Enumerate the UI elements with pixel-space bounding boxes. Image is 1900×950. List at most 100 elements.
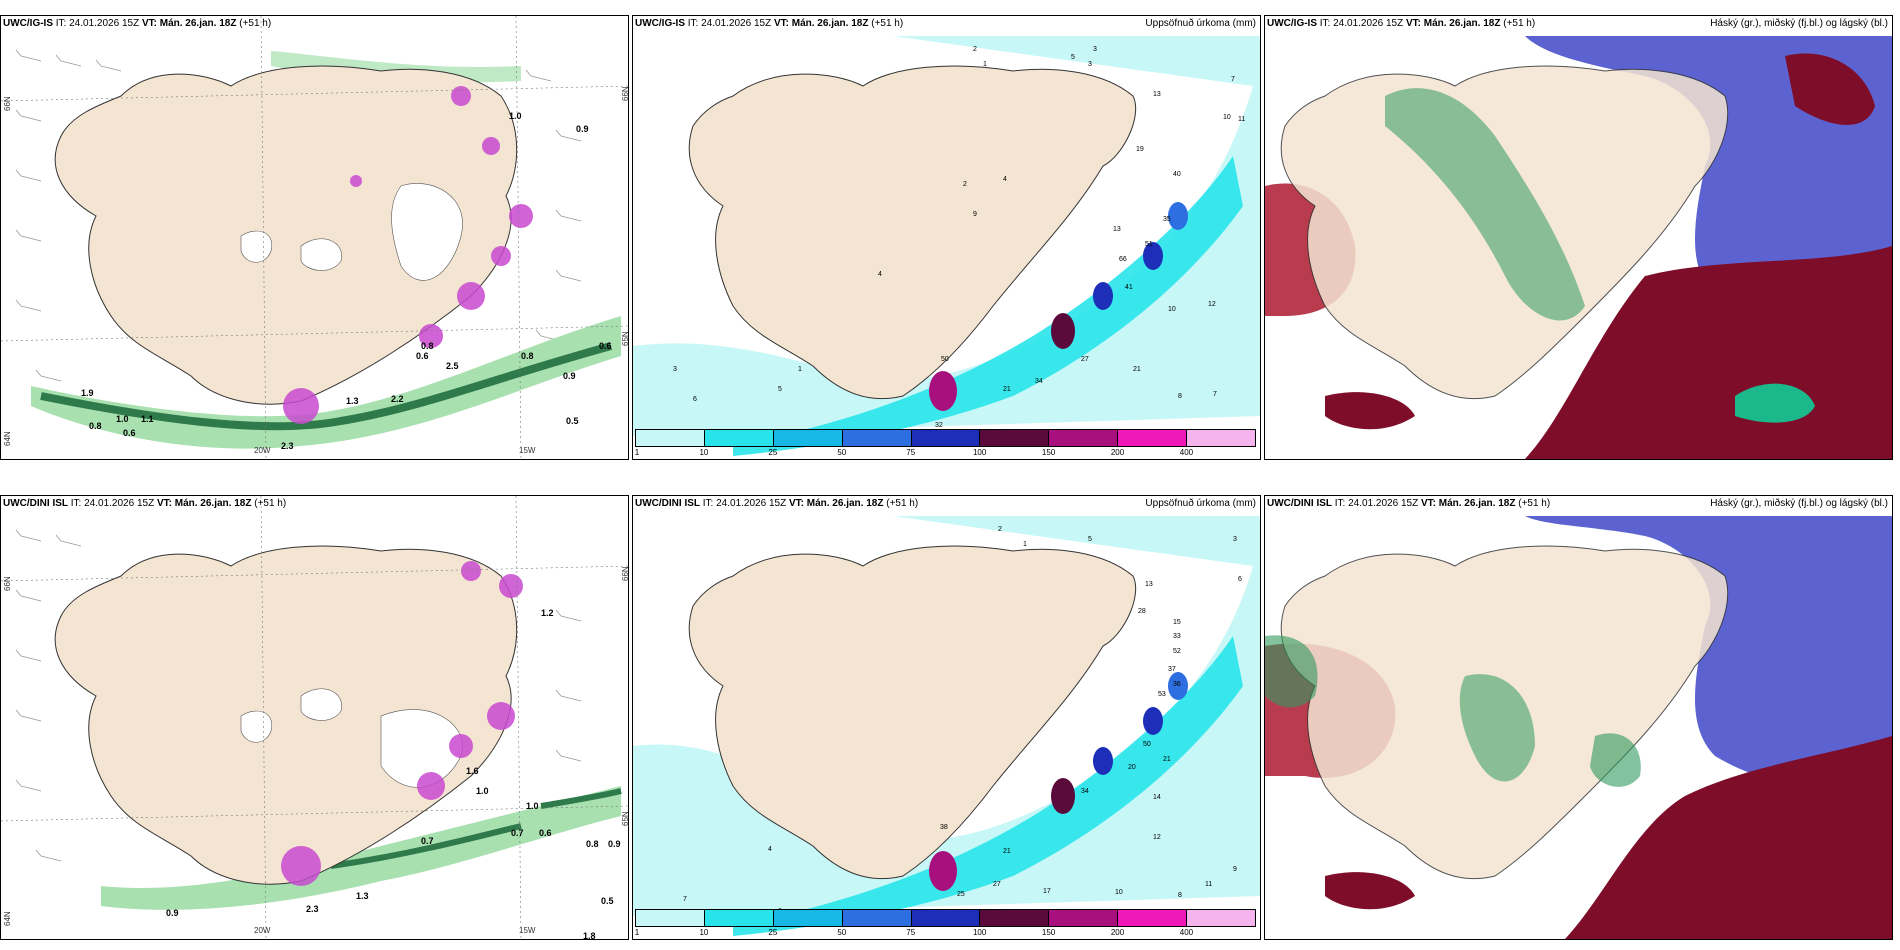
precip-value: 34: [1035, 378, 1043, 385]
precip-value: 41: [1125, 284, 1133, 291]
panel-top-right: UWC/IG-IS IT: 24.01.2026 15Z VT: Mán. 26…: [1264, 15, 1893, 460]
precip-value: 6: [693, 396, 697, 403]
iceland-land: [54, 545, 518, 885]
precip-value: 34: [1081, 788, 1089, 795]
precip-value: 11: [1238, 116, 1246, 123]
legend-swatch: [1049, 430, 1119, 446]
value-label: 2.3: [306, 904, 319, 914]
precip-value: 52: [1173, 648, 1181, 655]
precip-value: 8: [1178, 892, 1182, 899]
wind-map: [1, 16, 628, 459]
precip-value: 10: [1168, 306, 1176, 313]
panel-bot-mid: UWC/DINI ISL IT: 24.01.2026 15Z VT: Mán.…: [632, 495, 1261, 940]
panel-header: UWC/IG-IS IT: 24.01.2026 15Z VT: Mán. 26…: [1267, 18, 1536, 29]
precip-green: [101, 786, 622, 910]
legend-swatch: [704, 430, 774, 446]
mid-cloud: [1785, 53, 1875, 125]
legend-tick: 1: [634, 928, 640, 937]
panel-title: Uppsöfnuð úrkoma (mm): [1145, 18, 1256, 29]
iceland-land: [54, 65, 518, 405]
precip-value: 12: [1153, 834, 1161, 841]
precip-value: 27: [1081, 356, 1089, 363]
precip-value: 32: [935, 422, 943, 429]
legend-swatch: [636, 910, 705, 926]
low-cloud: [1525, 516, 1892, 787]
value-label: 2.5: [446, 361, 459, 371]
legend-swatch: [842, 430, 912, 446]
precip-value: 9: [1233, 866, 1237, 873]
precip-value: 21: [1003, 386, 1011, 393]
precip-value: 6: [1238, 576, 1242, 583]
panel-bot-left: UWC/DINI ISL IT: 24.01.2026 15Z VT: Mán.…: [0, 495, 629, 940]
precip-value: 15: [1173, 619, 1181, 626]
precip-value: 10: [1115, 889, 1123, 896]
panel-header: UWC/DINI ISL IT: 24.01.2026 15Z VT: Mán.…: [3, 498, 287, 509]
legend-swatch: [911, 910, 981, 926]
panel-header: UWC/IG-IS IT: 24.01.2026 15Z VT: Mán. 26…: [3, 18, 272, 29]
legend-tick: 10: [699, 928, 709, 937]
lon-label: 20W: [254, 446, 271, 455]
precip-value: 1: [1023, 541, 1027, 548]
legend-swatch: [1187, 910, 1256, 926]
value-label: 1.0: [116, 414, 129, 424]
value-label: 1.0: [526, 801, 539, 811]
precip-legend: 1 10 25 50 75 100 150 200 400: [635, 909, 1256, 937]
precip-value: 7: [683, 896, 687, 903]
legend-swatch: [773, 910, 843, 926]
value-label: 0.8: [521, 351, 534, 361]
legend-tick: 400: [1179, 448, 1194, 457]
legend-tick: 100: [972, 448, 987, 457]
precip-value: 20: [1128, 764, 1136, 771]
precip-value: 7: [1213, 391, 1217, 398]
lon-label: 20W: [254, 926, 271, 935]
legend-tick: 25: [768, 448, 778, 457]
iceland-land: [688, 545, 1137, 880]
lat-label: 64N: [3, 911, 12, 926]
legend-tick: 10: [699, 448, 709, 457]
precip-value: 51: [1145, 241, 1153, 248]
precip-value: 2: [998, 526, 1002, 533]
panel-header: UWC/IG-IS IT: 24.01.2026 15Z VT: Mán. 26…: [635, 18, 904, 29]
cloud-map: [1265, 496, 1892, 939]
precip-value: 3: [1093, 46, 1097, 53]
precip-value: 37: [1168, 666, 1176, 673]
panel-header: UWC/DINI ISL IT: 24.01.2026 15Z VT: Mán.…: [1267, 498, 1551, 509]
value-label: 1.8: [583, 931, 596, 940]
precip-value: 28: [1138, 608, 1146, 615]
precip-cells: [929, 672, 1188, 891]
panel-title: Háský (gr.), miðský (fj.bl.) og lágský (…: [1710, 18, 1888, 29]
precip-value: 2: [963, 181, 967, 188]
legend-tick: 400: [1179, 928, 1194, 937]
precip-value: 2: [973, 46, 977, 53]
legend-tick: 50: [837, 928, 847, 937]
panel-bot-right: UWC/DINI ISL IT: 24.01.2026 15Z VT: Mán.…: [1264, 495, 1893, 940]
precip-value: 19: [1136, 146, 1144, 153]
precip-value: 66: [1119, 256, 1127, 263]
value-label: 0.9: [576, 124, 589, 134]
value-label: 0.6: [599, 341, 612, 351]
lat-label: 66N: [621, 86, 629, 101]
value-label: 1.0: [509, 111, 522, 121]
high-cloud-green: [1735, 383, 1815, 423]
precip-value: 27: [993, 881, 1001, 888]
lat-label: 66N: [621, 566, 629, 581]
precip-value: 5: [1088, 536, 1092, 543]
value-label: 0.6: [123, 428, 136, 438]
value-label: 1.0: [476, 786, 489, 796]
precip-value: 4: [1003, 176, 1007, 183]
cloud-map: [1265, 16, 1892, 459]
precip-value: 5: [778, 386, 782, 393]
legend-bar: [635, 909, 1256, 927]
mid-cloud: [1565, 736, 1892, 939]
value-label: 0.8: [89, 421, 102, 431]
panel-header: UWC/DINI ISL IT: 24.01.2026 15Z VT: Mán.…: [635, 498, 919, 509]
precip-band: [733, 156, 1243, 456]
value-label: 0.8: [586, 839, 599, 849]
value-label: 1.3: [346, 396, 359, 406]
magenta-cells: [281, 561, 523, 886]
lat-label: 66N: [3, 576, 12, 591]
panel-title: Háský (gr.), miðský (fj.bl.) og lágský (…: [1710, 498, 1888, 509]
legend-tick: 200: [1110, 448, 1125, 457]
precip-value: 40: [1173, 171, 1181, 178]
precip-value: 3: [1233, 536, 1237, 543]
